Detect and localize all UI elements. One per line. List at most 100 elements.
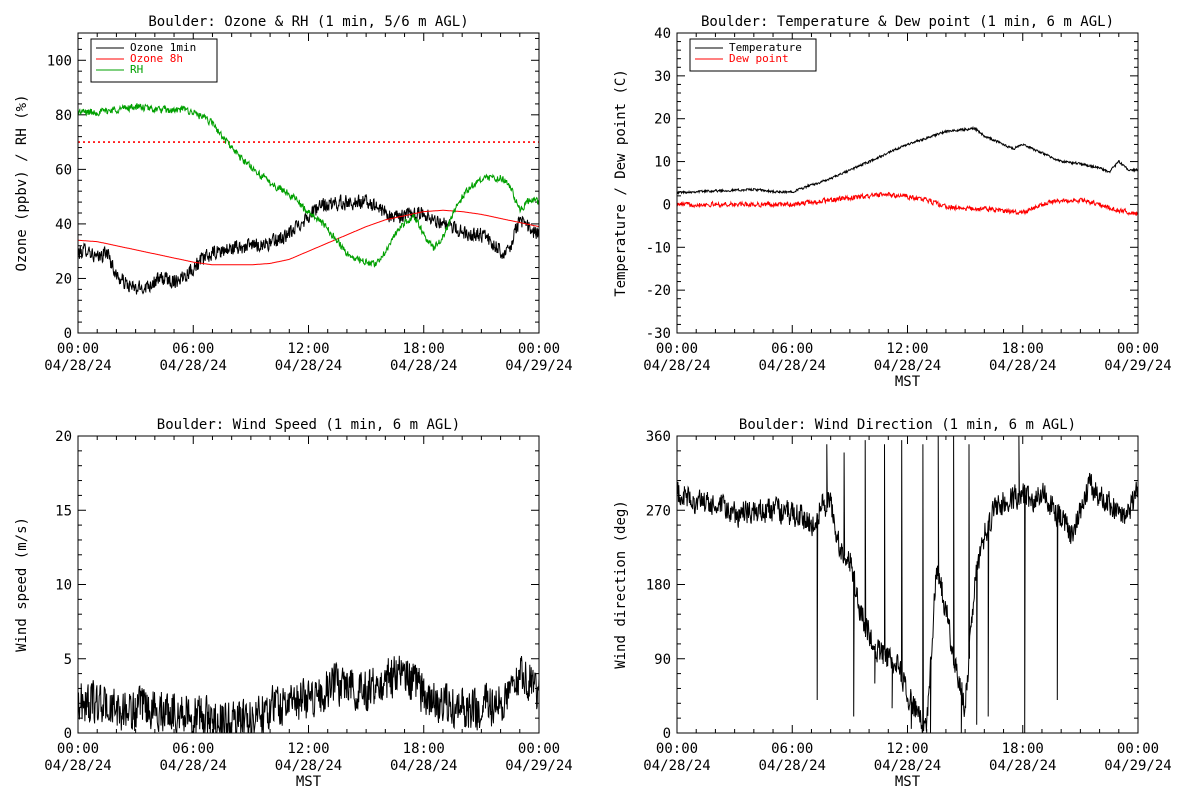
x-tick-time-label: 00:00 [1117, 741, 1159, 757]
legend-entry: Ozone 1min [130, 41, 196, 54]
x-tick-date-label: 04/28/24 [643, 358, 710, 374]
x-tick-time-label: 00:00 [656, 341, 698, 357]
legend-entry: RH [130, 63, 143, 76]
y-tick-label: 60 [55, 162, 72, 178]
y-tick-label: -30 [646, 326, 671, 342]
x-tick-time-label: 12:00 [287, 741, 329, 757]
x-tick-time-label: 18:00 [1002, 341, 1044, 357]
x-tick-date-label: 04/28/24 [275, 358, 342, 374]
chart-title: Boulder: Wind Speed (1 min, 6 m AGL) [157, 417, 460, 433]
x-tick-date-label: 04/29/24 [505, 358, 572, 374]
y-axis-label: Temperature / Dew point (C) [613, 69, 629, 297]
y-tick-label: 0 [663, 197, 671, 213]
legend-box [90, 38, 218, 83]
x-tick-date-label: 04/28/24 [759, 758, 826, 774]
series-line-temperature [677, 125, 1138, 195]
x-tick-date-label: 04/28/24 [390, 358, 457, 374]
legend-entry: Dew point [729, 52, 789, 65]
x-tick-date-label: 04/28/24 [989, 758, 1056, 774]
y-tick-label: 360 [646, 429, 671, 445]
x-tick-time-label: 00:00 [518, 341, 560, 357]
x-tick-time-label: 06:00 [771, 341, 813, 357]
y-axis-label: Wind speed (m/s) [14, 517, 30, 652]
x-tick-time-label: 18:00 [403, 741, 445, 757]
x-tick-date-label: 04/28/24 [390, 758, 457, 774]
y-tick-label: 10 [654, 155, 671, 171]
x-tick-date-label: 04/28/24 [874, 358, 941, 374]
x-tick-date-label: 04/28/24 [275, 758, 342, 774]
plot-frame [676, 435, 1139, 734]
legend-entry: Temperature [729, 41, 802, 54]
y-tick-label: 20 [55, 271, 72, 287]
series-line-dew-point [677, 191, 1138, 217]
y-tick-label: 90 [654, 652, 671, 668]
x-tick-time-label: 12:00 [886, 741, 928, 757]
y-tick-label: 0 [64, 726, 72, 742]
series-line-ozone-8h [78, 209, 539, 266]
y-tick-label: 5 [64, 652, 72, 668]
x-axis-label: MST [895, 774, 921, 790]
x-tick-date-label: 04/28/24 [759, 358, 826, 374]
x-tick-time-label: 00:00 [57, 341, 99, 357]
chart-title: Boulder: Wind Direction (1 min, 6 m AGL) [739, 417, 1076, 433]
x-tick-date-label: 04/28/24 [160, 358, 227, 374]
y-tick-label: 40 [55, 217, 72, 233]
y-tick-label: -10 [646, 240, 671, 256]
series-line-rh [78, 103, 539, 268]
y-axis-label: Wind direction (deg) [613, 500, 629, 669]
x-tick-date-label: 04/28/24 [160, 758, 227, 774]
x-tick-date-label: 04/28/24 [874, 758, 941, 774]
x-tick-time-label: 00:00 [57, 741, 99, 757]
series-line-main [677, 436, 1138, 733]
x-tick-time-label: 12:00 [886, 341, 928, 357]
wind-speed-panel: Boulder: Wind Speed (1 min, 6 m AGL) Wind… [14, 417, 573, 790]
series-line-ozone-1min [78, 194, 539, 295]
x-tick-date-label: 04/28/24 [44, 758, 111, 774]
wind-direction-panel: Boulder: Wind Direction (1 min, 6 m AGL)… [613, 417, 1172, 790]
y-tick-label: 15 [55, 503, 72, 519]
y-tick-label: 0 [663, 726, 671, 742]
legend-entry: Ozone 8h [130, 52, 183, 65]
temperature-dewpoint-panel: Boulder: Temperature & Dew point (1 min,… [613, 14, 1172, 390]
x-tick-time-label: 00:00 [656, 741, 698, 757]
x-tick-time-label: 12:00 [287, 341, 329, 357]
y-tick-label: -20 [646, 283, 671, 299]
legend-box [689, 38, 817, 72]
x-tick-time-label: 00:00 [518, 741, 560, 757]
plot-frame [77, 32, 540, 334]
x-tick-date-label: 04/28/24 [989, 358, 1056, 374]
y-tick-label: 20 [654, 112, 671, 128]
x-tick-time-label: 18:00 [403, 341, 445, 357]
plot-frame [77, 435, 540, 734]
y-tick-label: 30 [654, 69, 671, 85]
y-tick-label: 270 [646, 503, 671, 519]
chart-title: Boulder: Ozone & RH (1 min, 5/6 m AGL) [148, 14, 468, 30]
series-line-main [78, 655, 539, 733]
y-tick-label: 100 [47, 53, 72, 69]
x-tick-time-label: 06:00 [172, 741, 214, 757]
y-tick-label: 20 [55, 429, 72, 445]
x-tick-date-label: 04/28/24 [643, 758, 710, 774]
x-tick-time-label: 06:00 [771, 741, 813, 757]
ozone-rh-panel: Boulder: Ozone & RH (1 min, 5/6 m AGL) Oz… [14, 14, 573, 374]
x-axis-label: MST [895, 374, 921, 390]
x-tick-date-label: 04/29/24 [505, 758, 572, 774]
x-axis-label: MST [296, 774, 322, 790]
x-tick-date-label: 04/29/24 [1104, 758, 1171, 774]
y-tick-label: 40 [654, 26, 671, 42]
x-tick-date-label: 04/29/24 [1104, 358, 1171, 374]
y-tick-label: 0 [64, 326, 72, 342]
x-tick-time-label: 00:00 [1117, 341, 1159, 357]
y-tick-label: 10 [55, 578, 72, 594]
y-tick-label: 80 [55, 108, 72, 124]
y-axis-label: Ozone (ppbv) / RH (%) [14, 94, 30, 271]
plot-frame [676, 32, 1139, 334]
x-tick-time-label: 18:00 [1002, 741, 1044, 757]
y-tick-label: 180 [646, 578, 671, 594]
chart-title: Boulder: Temperature & Dew point (1 min,… [701, 14, 1114, 30]
x-tick-time-label: 06:00 [172, 341, 214, 357]
